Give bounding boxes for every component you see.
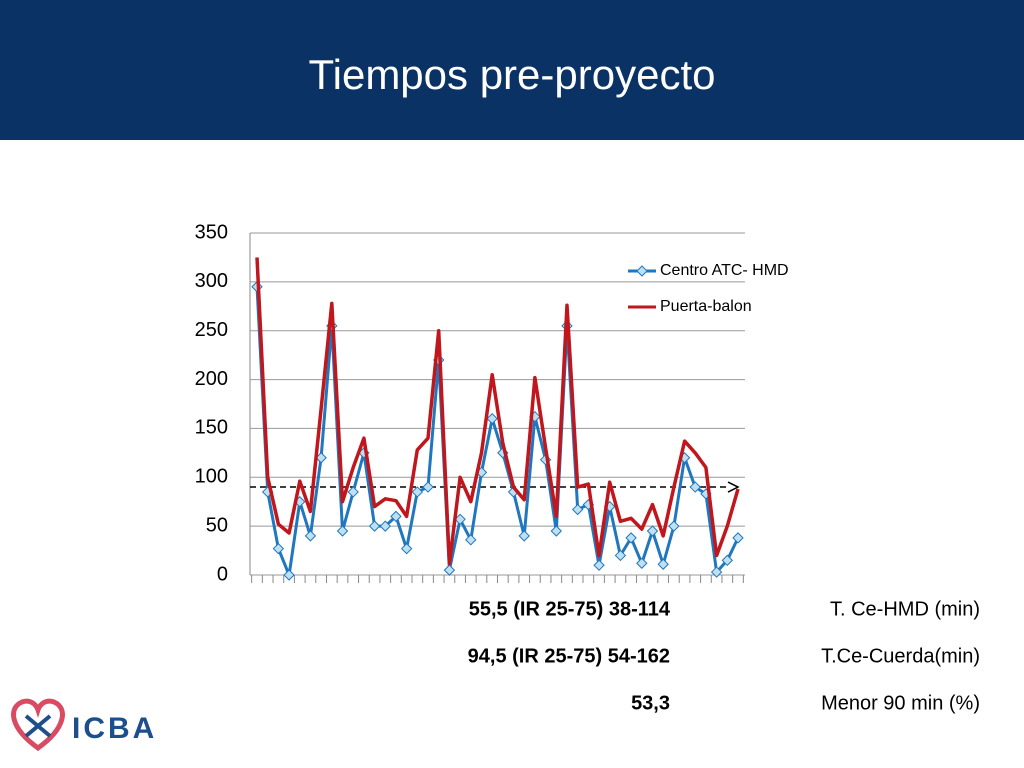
y-tick-label: 100 — [195, 466, 228, 488]
marker — [518, 530, 530, 542]
y-tick-label: 300 — [195, 270, 228, 292]
marker — [550, 525, 562, 537]
marker — [614, 549, 627, 562]
stat-label: Menor 90 min (%) — [821, 692, 980, 714]
stat-label: T. Ce-HMD (min) — [830, 598, 980, 620]
legend-label: Centro ATC- HMD — [660, 262, 789, 279]
marker — [283, 569, 295, 581]
marker — [657, 558, 669, 570]
stat-value: 55,5 (IR 25-75) 38-114 — [469, 598, 671, 620]
marker — [625, 532, 637, 544]
marker — [304, 530, 317, 542]
reference-arrow — [727, 481, 740, 493]
marker — [486, 412, 498, 425]
marker — [689, 481, 701, 493]
marker — [400, 542, 413, 555]
logo-text: ICBA — [72, 712, 157, 745]
marker — [390, 510, 402, 523]
slide-title: Tiempos pre-proyecto — [309, 51, 716, 98]
y-tick-label: 350 — [195, 221, 228, 243]
marker — [721, 554, 734, 567]
marker — [422, 481, 434, 493]
marker — [347, 486, 359, 498]
y-tick-label: 0 — [217, 563, 228, 585]
y-tick-label: 250 — [195, 319, 228, 341]
marker — [668, 520, 680, 532]
y-tick-label: 150 — [195, 417, 228, 439]
y-tick-label: 50 — [206, 514, 228, 536]
marker — [272, 542, 285, 555]
legend-marker — [636, 265, 648, 277]
stat-value: 53,3 — [631, 692, 670, 714]
logo-heart — [11, 698, 65, 752]
series-line — [255, 257, 740, 566]
marker — [710, 566, 723, 578]
marker — [593, 559, 605, 571]
stat-label: T.Ce-Cuerda(min) — [821, 645, 980, 667]
stat-value: 94,5 (IR 25-75) 54-162 — [468, 645, 670, 667]
logo: ICBA — [11, 698, 157, 752]
marker — [571, 503, 584, 516]
header-band — [0, 0, 1024, 140]
logo-cross — [24, 714, 52, 738]
marker — [443, 564, 456, 576]
marker — [368, 520, 381, 532]
marker — [411, 486, 424, 498]
marker — [646, 525, 659, 537]
marker — [465, 534, 477, 546]
marker — [336, 525, 349, 537]
legend-label: Puerta-balon — [660, 298, 752, 315]
marker — [636, 557, 648, 569]
marker — [732, 532, 744, 544]
marker — [379, 520, 391, 532]
y-tick-label: 200 — [195, 368, 228, 390]
